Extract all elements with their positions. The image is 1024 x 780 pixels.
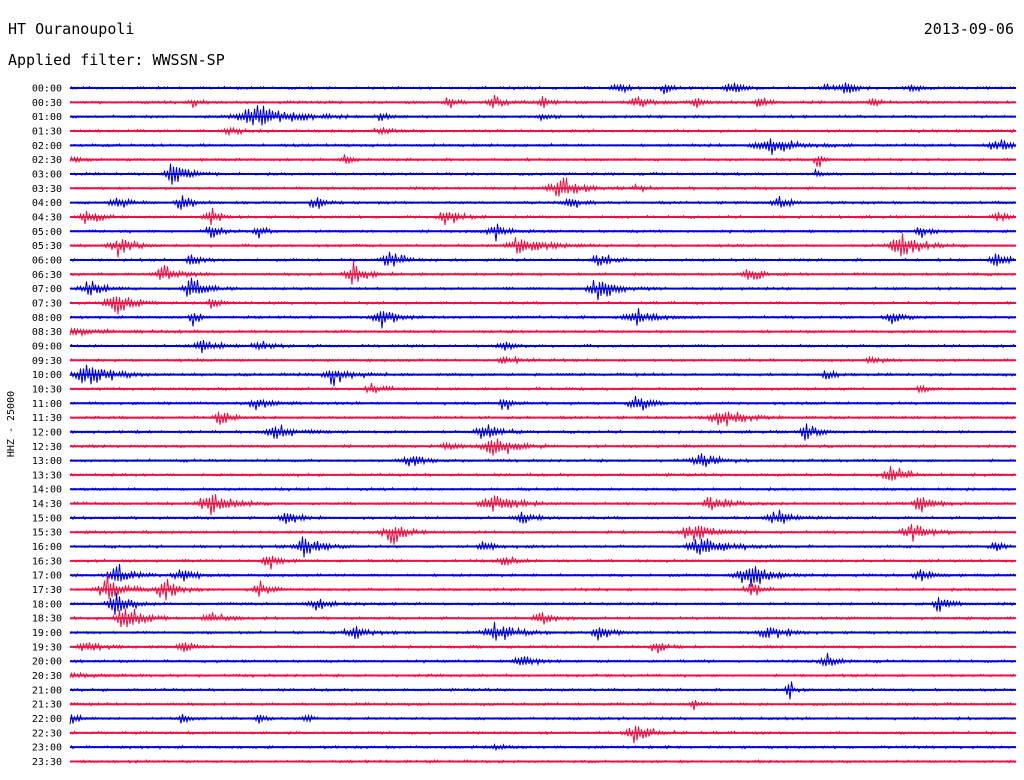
time-label-0200: 02:00	[32, 141, 62, 152]
time-label-1630: 16:30	[32, 556, 62, 567]
time-label-1000: 10:00	[32, 370, 62, 381]
time-label-1700: 17:00	[32, 571, 62, 582]
time-label-0730: 07:30	[32, 298, 62, 309]
time-label-1230: 12:30	[32, 442, 62, 453]
time-label-0300: 03:00	[32, 169, 62, 180]
time-label-2100: 21:00	[32, 685, 62, 696]
trace-1730	[69, 573, 1016, 601]
time-label-0630: 06:30	[32, 270, 62, 281]
time-label-0530: 05:30	[32, 241, 62, 252]
time-label-0000: 00:00	[32, 84, 62, 95]
time-label-2130: 21:30	[32, 700, 62, 711]
time-tick-labels: 00:00 00:30 01:00 01:30 02:00 02:30 03:00 03:30…	[32, 84, 62, 769]
time-label-0930: 09:30	[32, 356, 62, 367]
trace-0630	[69, 260, 1016, 285]
time-label-0900: 09:00	[32, 341, 62, 352]
time-label-1830: 18:30	[32, 614, 62, 625]
time-label-1900: 19:00	[32, 628, 62, 639]
time-label-2300: 23:00	[32, 743, 62, 754]
time-label-1030: 10:30	[32, 384, 62, 395]
time-label-2030: 20:30	[32, 671, 62, 682]
trace-0730	[69, 296, 1016, 315]
time-label-0700: 07:00	[32, 284, 62, 295]
time-label-0500: 05:00	[32, 227, 62, 238]
time-label-0830: 08:30	[32, 327, 62, 338]
time-label-1930: 19:30	[32, 642, 62, 653]
time-label-2200: 22:00	[32, 714, 62, 725]
time-label-1300: 13:00	[32, 456, 62, 467]
trace-0500	[69, 223, 1016, 242]
trace-1330	[69, 466, 1016, 481]
time-label-0100: 01:00	[32, 112, 62, 123]
time-label-2230: 22:30	[32, 728, 62, 739]
time-label-2330: 23:30	[32, 757, 62, 768]
time-label-1800: 18:00	[32, 599, 62, 610]
trace-0100	[69, 105, 1016, 126]
filter-label: Applied filter: WWSSN-SP	[8, 51, 225, 69]
time-label-1600: 16:00	[32, 542, 62, 553]
time-label-0430: 04:30	[32, 212, 62, 223]
time-label-1100: 11:00	[32, 399, 62, 410]
trace-0200	[69, 138, 1016, 156]
time-label-1500: 15:00	[32, 513, 62, 524]
time-label-0130: 01:30	[32, 126, 62, 137]
trace-group	[69, 82, 1016, 765]
time-label-0330: 03:30	[32, 184, 62, 195]
trace-1430	[69, 494, 1016, 516]
time-label-1330: 13:30	[32, 470, 62, 481]
trace-1100	[69, 395, 1016, 411]
time-label-1400: 14:00	[32, 485, 62, 496]
trace-0330	[69, 177, 1016, 197]
trace-2000	[69, 652, 1016, 667]
time-label-1430: 14:30	[32, 499, 62, 510]
time-label-2000: 20:00	[32, 657, 62, 668]
time-label-0400: 04:00	[32, 198, 62, 209]
date-label: 2013-09-06	[923, 20, 1014, 38]
trace-1130	[69, 411, 1016, 427]
time-label-0230: 02:30	[32, 155, 62, 166]
trace-1900	[69, 621, 1016, 641]
trace-2230	[69, 725, 1016, 744]
trace-1630	[69, 555, 1016, 570]
station-title: HT Ouranoupoli	[8, 20, 135, 38]
time-label-0030: 00:30	[32, 98, 62, 109]
time-label-0800: 08:00	[32, 313, 62, 324]
trace-1830	[69, 608, 1016, 628]
time-label-1530: 15:30	[32, 528, 62, 539]
time-label-1730: 17:30	[32, 585, 62, 596]
time-label-0600: 06:00	[32, 255, 62, 266]
time-label-1130: 11:30	[32, 413, 62, 424]
trace-1530	[69, 524, 1016, 545]
y-axis-label: HHZ - 25000	[6, 391, 17, 457]
time-label-1200: 12:00	[32, 427, 62, 438]
trace-0230	[69, 154, 1016, 168]
